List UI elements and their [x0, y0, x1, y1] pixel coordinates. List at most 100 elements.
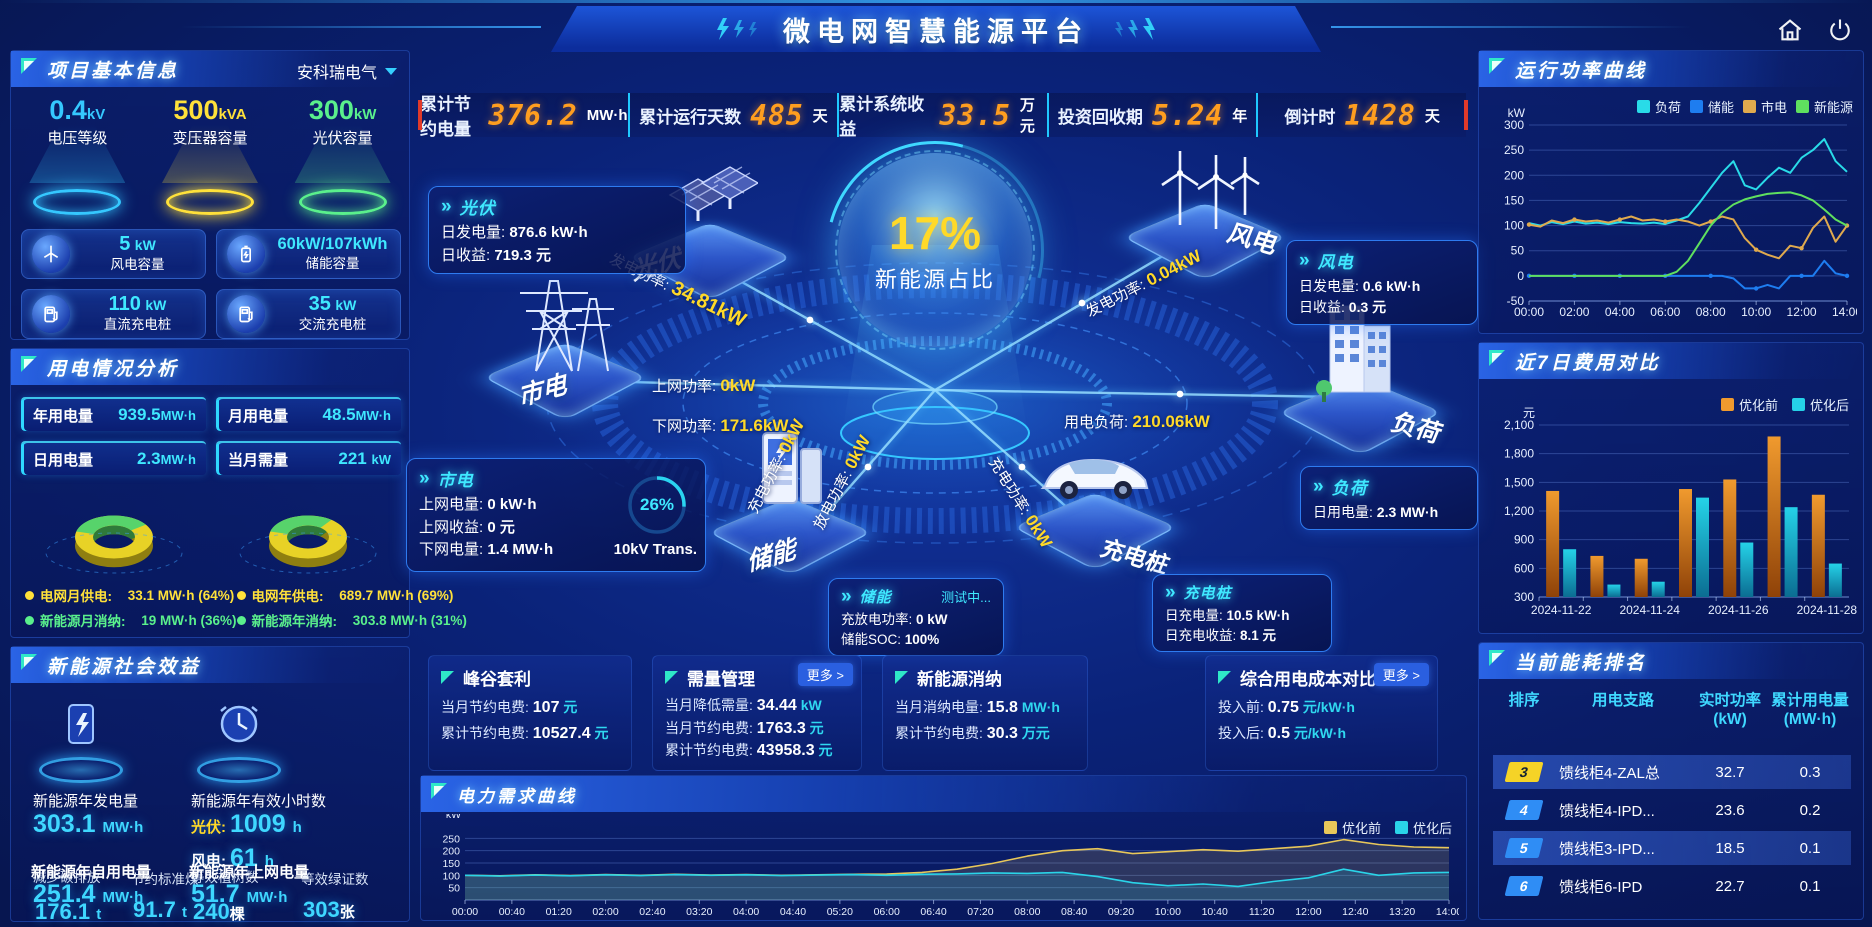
row-label: 当月节约电费: — [665, 719, 753, 736]
legend-item[interactable]: 优化前 — [1720, 395, 1778, 414]
legend-item[interactable]: 新能源 — [1795, 97, 1853, 116]
renewable-share-label: 新能源占比 — [874, 267, 995, 292]
row-label: 投入前: — [1218, 699, 1264, 715]
panel-header: 项目基本信息 — [11, 51, 409, 87]
legend-swatch — [1636, 100, 1650, 113]
dc-charger-icon — [32, 295, 70, 333]
chevron-right-icon: » — [1299, 250, 1310, 271]
table-row[interactable]: 5 馈线柜3-IPD... 18.5 0.1 — [1493, 831, 1851, 865]
glow-ring — [298, 189, 387, 215]
trees-label: 等效植树数 — [191, 870, 259, 885]
svg-text:04:40: 04:40 — [780, 906, 806, 918]
chevron-right-icon: » — [1313, 476, 1324, 497]
home-icon[interactable] — [1776, 16, 1804, 49]
card-unit: kW — [145, 297, 167, 314]
pv-hours-unit: h — [292, 819, 302, 836]
svg-text:600: 600 — [1514, 561, 1534, 575]
svg-text:08:40: 08:40 — [1061, 906, 1087, 918]
legend-grid-month: 电网月供电: 33.1 MW·h (64%) — [25, 585, 237, 605]
svg-text:00:40: 00:40 — [499, 906, 525, 918]
demand-chart: 50 100 150 200 250 kW 00:00 00:40 01:20 02:00 02:4… — [429, 809, 1462, 923]
more-button[interactable]: 更多 > — [797, 663, 853, 686]
flow-load-power: 用电负荷: 210.06kW — [1064, 411, 1210, 432]
panel-header: 电力需求曲线 — [421, 776, 1466, 812]
svg-text:06:40: 06:40 — [920, 906, 946, 918]
company-dropdown[interactable]: 安科瑞电气 — [297, 59, 397, 83]
legend-swatch — [1791, 398, 1805, 411]
capacity-spotlights: 0.4kV 电压等级 500kVA 变压器容量 300kW 光伏容量 — [11, 95, 409, 223]
spot-pv: 300kW 光伏容量 — [283, 95, 403, 223]
svg-text:元: 元 — [1523, 406, 1535, 420]
flow-to-grid: 上网功率: 0kW — [652, 375, 755, 396]
row-value: 0.3 元 — [1348, 299, 1387, 315]
kpi-system-income: 累计系统收益 33.5 万元 — [837, 93, 1047, 139]
legend-item[interactable]: 优化后 — [1394, 818, 1452, 837]
stat-label: 当月需量 — [228, 451, 289, 469]
legend-label: 优化后 — [1412, 821, 1452, 836]
chevron-right-icon: » — [841, 586, 852, 607]
title-decor-line-right — [1331, 26, 1691, 28]
spot-label: 变压器容量 — [172, 130, 248, 147]
row-label: 下网电量: — [419, 541, 484, 558]
branch-name: 馈线柜4-IPD... — [1559, 802, 1655, 820]
row-value: 15.8 — [986, 699, 1018, 716]
more-button[interactable]: 更多 > — [1373, 663, 1429, 686]
row-value: 1763.3 — [756, 719, 806, 737]
svg-text:12:00: 12:00 — [1295, 906, 1321, 918]
spot-value: 300 — [308, 95, 354, 125]
coal-unit: t — [181, 904, 187, 921]
row-label: 日收益: — [1299, 299, 1345, 315]
legend-item[interactable]: 负荷 — [1636, 97, 1681, 116]
kpi-countdown: 倒计时 1428 天 — [1256, 93, 1466, 137]
flow-value: 0kW — [720, 376, 756, 395]
legend-item[interactable]: 优化后 — [1791, 395, 1849, 414]
stat-label: 日用电量 — [33, 451, 94, 469]
svg-text:11:20: 11:20 — [1249, 906, 1275, 918]
stat-label: 年用电量 — [33, 407, 94, 425]
svg-text:100: 100 — [442, 870, 460, 882]
row-label: 累计节约电费: — [665, 742, 753, 759]
stat-month-demand: 当月需量 221 kW — [216, 441, 401, 475]
legend-item[interactable]: 优化前 — [1323, 818, 1381, 837]
svg-text:12:40: 12:40 — [1342, 906, 1368, 918]
power-tower-icon — [510, 259, 620, 384]
wind-hours-value: 61 — [230, 844, 258, 872]
usage-stats: 年用电量 939.5MW·h 月用电量 48.5MW·h 日用电量 2.3MW·h 当… — [21, 397, 401, 475]
svg-text:06:00: 06:00 — [1650, 305, 1680, 319]
table-row[interactable]: 6 馈线柜6-IPD 22.7 0.1 — [1493, 869, 1851, 903]
node-charger: 充电桩 — [1000, 430, 1190, 585]
svg-text:250: 250 — [1504, 143, 1524, 157]
legend-item[interactable]: 市电 — [1742, 97, 1787, 116]
pedestal-base — [39, 757, 123, 783]
box-title: 充电桩 — [1183, 585, 1232, 602]
row-value: 0 元 — [487, 518, 515, 536]
pv-hours-label: 光伏: — [191, 819, 226, 836]
svg-text:200: 200 — [1504, 168, 1524, 182]
branch-name: 馈线柜6-IPD — [1559, 878, 1643, 896]
row-value: 0 kW·h — [487, 496, 537, 513]
legend-label: 电网年供电: — [251, 589, 324, 604]
wind-info-box: » 风电 日发电量: 0.6 kW·h 日收益: 0.3 元 — [1286, 240, 1478, 325]
renewable-share-sphere: 17% 新能源占比 — [835, 150, 1035, 350]
table-row[interactable]: 3 馈线柜4-ZAL总 32.7 0.3 — [1493, 755, 1851, 789]
legend-label: 市电 — [1760, 100, 1787, 115]
svg-text:13:20: 13:20 — [1389, 906, 1415, 918]
kpi-unit: MW·h — [586, 106, 628, 124]
ranking-table-header: 排序 用电支路 实时功率 (kW) 累计用电量 (MW·h) — [1493, 691, 1851, 730]
legend-swatch — [1394, 821, 1408, 834]
legend-label: 优化后 — [1809, 398, 1849, 413]
kpi-label: 累计运行天数 — [639, 107, 742, 127]
branch-name: 馈线柜4-ZAL总 — [1559, 764, 1660, 782]
co2-unit: t — [96, 906, 102, 923]
svg-text:02:40: 02:40 — [639, 906, 665, 918]
coal-value: 91.7 — [133, 897, 176, 922]
self-use-label: 新能源年自用电量 — [31, 864, 152, 881]
legend-item[interactable]: 储能 — [1689, 97, 1734, 116]
table-row[interactable]: 4 馈线柜4-IPD... 23.6 0.2 — [1493, 793, 1851, 827]
power-icon[interactable] — [1826, 16, 1854, 49]
svg-text:10:40: 10:40 — [1202, 906, 1228, 918]
wind-hours-unit: h — [264, 853, 274, 870]
legend-label: 电网月供电: — [40, 589, 112, 604]
flow-label: 上网功率: — [652, 378, 717, 395]
svg-text:01:20: 01:20 — [546, 906, 572, 918]
